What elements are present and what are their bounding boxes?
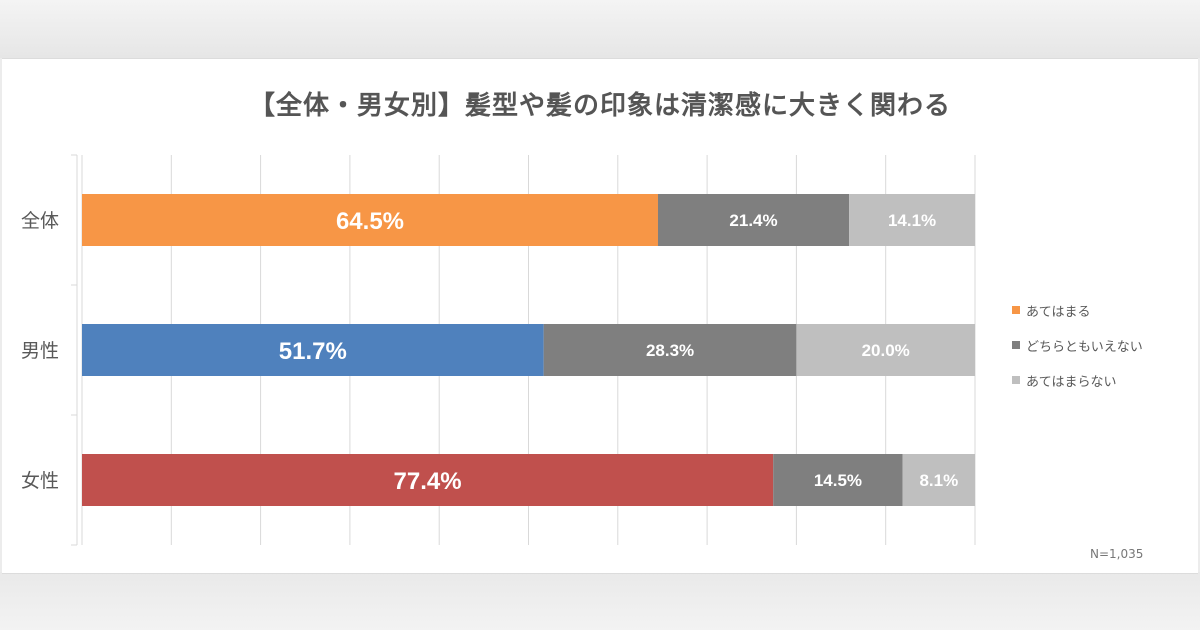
bar-segment — [773, 454, 903, 506]
legend-swatch-agree — [1012, 306, 1020, 314]
data-label: 20.0% — [862, 341, 910, 360]
legend-item-agree: あてはまる — [1012, 300, 1143, 320]
bar-segment — [82, 454, 774, 506]
category-label: 女性 — [21, 470, 59, 492]
legend-label-neutral: どちらともいえない — [1026, 339, 1143, 355]
sample-size-note: N=1,035 — [1090, 547, 1144, 561]
page-top-band — [0, 0, 1200, 58]
data-label: 28.3% — [646, 341, 694, 360]
legend-item-neutral: どちらともいえない — [1012, 335, 1143, 355]
data-label: 14.5% — [814, 471, 862, 490]
legend-label-disagree: あてはまらない — [1026, 374, 1117, 390]
legend: あてはまる どちらともいえない あてはまらない — [1012, 300, 1143, 405]
legend-item-disagree: あてはまらない — [1012, 370, 1143, 390]
data-label: 21.4% — [729, 211, 777, 230]
data-label: 8.1% — [919, 471, 958, 490]
data-label: 14.1% — [888, 211, 936, 230]
data-label: 51.7% — [279, 338, 347, 365]
legend-label-agree: あてはまる — [1026, 304, 1091, 320]
bar-segment — [543, 324, 797, 376]
legend-swatch-disagree — [1012, 376, 1020, 384]
bar-segment — [849, 194, 975, 246]
category-label: 全体 — [21, 210, 59, 232]
bar-segment — [657, 194, 850, 246]
data-label: 77.4% — [394, 468, 462, 495]
bar-segment — [796, 324, 975, 376]
chart-title: 【全体・男女別】髪型や髪の印象は清潔感に大きく関わる — [248, 91, 951, 121]
data-label: 64.5% — [336, 208, 404, 235]
bar-segment — [902, 454, 975, 506]
legend-swatch-neutral — [1012, 341, 1020, 349]
bar-segment — [82, 194, 658, 246]
page-bottom-band — [0, 572, 1200, 630]
bar-segment — [82, 324, 544, 376]
category-label: 男性 — [21, 340, 59, 362]
